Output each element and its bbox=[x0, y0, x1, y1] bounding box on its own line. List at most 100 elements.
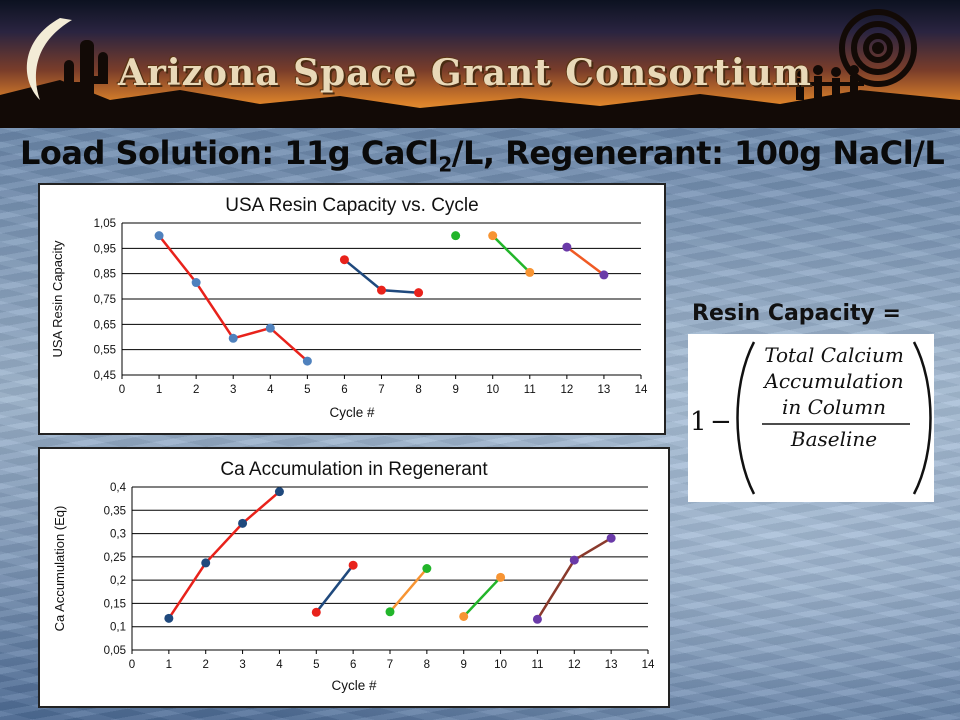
x-tick-label: 14 bbox=[642, 659, 655, 671]
x-tick-label: 10 bbox=[486, 384, 499, 396]
formula-minus: − bbox=[710, 407, 732, 437]
x-tick-label: 6 bbox=[350, 659, 356, 671]
series-line bbox=[493, 236, 530, 273]
formula-numerator-line3: in Column bbox=[782, 395, 886, 419]
x-tick-label: 10 bbox=[494, 659, 507, 671]
chart-title: Ca Accumulation in Regenerant bbox=[220, 459, 488, 480]
series-line bbox=[390, 569, 427, 612]
x-tick-label: 3 bbox=[230, 384, 236, 396]
ca-accumulation-chart: Ca Accumulation in Regenerant 0,05 0,1 0,15… bbox=[38, 447, 670, 708]
y-tick-label: 0,95 bbox=[94, 243, 116, 255]
formula-label: Resin Capacity = bbox=[692, 301, 901, 326]
x-tick-label: 4 bbox=[276, 659, 283, 671]
x-tick-label: 8 bbox=[424, 659, 430, 671]
data-point bbox=[238, 519, 247, 528]
y-tick-label: 0,65 bbox=[94, 319, 116, 331]
x-tick-label: 7 bbox=[378, 384, 384, 396]
y-tick-label: 0,25 bbox=[104, 552, 126, 564]
y-tick-label: 0,2 bbox=[110, 575, 126, 587]
y-axis-label: USA Resin Capacity bbox=[50, 240, 65, 358]
x-tick-label: 7 bbox=[387, 659, 393, 671]
data-point bbox=[451, 231, 460, 240]
x-tick-label: 4 bbox=[267, 384, 274, 396]
data-point bbox=[459, 612, 468, 621]
y-tick-label: 1,05 bbox=[94, 218, 116, 230]
x-tick-label: 2 bbox=[203, 659, 209, 671]
formula-numerator-line2: Accumulation bbox=[762, 369, 903, 393]
data-point bbox=[496, 573, 505, 582]
x-tick-label: 14 bbox=[635, 384, 648, 396]
data-point bbox=[312, 608, 321, 617]
formula-numerator-line1: Total Calcium bbox=[764, 343, 904, 367]
x-tick-label: 8 bbox=[415, 384, 421, 396]
x-tick-label: 13 bbox=[605, 659, 618, 671]
data-point bbox=[599, 270, 608, 279]
resin-capacity-chart: USA Resin Capacity vs. Cycle 0,45 0,55 0,65… bbox=[38, 183, 666, 435]
series-line bbox=[316, 565, 353, 612]
series-line bbox=[567, 247, 604, 275]
x-axis-label: Cycle # bbox=[329, 405, 375, 420]
x-tick-label: 12 bbox=[568, 659, 581, 671]
data-point bbox=[201, 558, 210, 567]
formula-denominator: Baseline bbox=[790, 427, 877, 451]
resin-capacity-chart-svg: USA Resin Capacity vs. Cycle 0,45 0,55 0,65… bbox=[40, 185, 664, 433]
formula-one: 1 bbox=[690, 407, 707, 437]
data-point bbox=[192, 278, 201, 287]
slide-title: Load Solution: 11g CaCl2/L, Regenerant: … bbox=[20, 134, 950, 176]
data-point bbox=[155, 231, 164, 240]
data-point bbox=[377, 286, 386, 295]
y-tick-label: 0,35 bbox=[104, 505, 126, 517]
y-tick-label: 0,15 bbox=[104, 598, 126, 610]
slide-title-part2: /L, Regenerant: 100g NaCl/L bbox=[452, 134, 944, 172]
data-point bbox=[266, 324, 275, 333]
formula-right-paren bbox=[914, 342, 931, 494]
data-point bbox=[164, 614, 173, 623]
y-tick-label: 0,1 bbox=[110, 622, 126, 634]
y-tick-label: 0,4 bbox=[110, 482, 127, 494]
x-tick-label: 11 bbox=[531, 659, 543, 671]
data-point bbox=[349, 561, 358, 570]
x-tick-label: 2 bbox=[193, 384, 199, 396]
formula-box: 1 − Total Calcium Accumulation in Column… bbox=[688, 334, 934, 502]
y-tick-label: 0,55 bbox=[94, 345, 116, 357]
y-tick-label: 0,75 bbox=[94, 294, 116, 306]
data-point bbox=[386, 607, 395, 616]
formula-svg: 1 − Total Calcium Accumulation in Column… bbox=[688, 334, 934, 502]
data-point bbox=[340, 255, 349, 264]
formula-left-paren bbox=[738, 342, 755, 494]
data-point bbox=[570, 556, 579, 565]
data-point bbox=[275, 487, 284, 496]
x-tick-label: 3 bbox=[239, 659, 245, 671]
data-point bbox=[525, 268, 534, 277]
banner-title: Arizona Space Grant Consortium bbox=[118, 52, 812, 94]
x-tick-label: 1 bbox=[166, 659, 172, 671]
slide-title-part1: Load Solution: 11g CaCl bbox=[20, 134, 438, 172]
x-tick-label: 1 bbox=[156, 384, 162, 396]
x-tick-label: 9 bbox=[461, 659, 467, 671]
x-tick-label: 5 bbox=[313, 659, 319, 671]
series-line bbox=[464, 577, 501, 616]
x-tick-label: 0 bbox=[129, 659, 135, 671]
data-point bbox=[562, 243, 571, 252]
x-tick-label: 0 bbox=[119, 384, 125, 396]
data-point bbox=[414, 288, 423, 297]
x-tick-label: 5 bbox=[304, 384, 310, 396]
y-tick-label: 0,05 bbox=[104, 645, 126, 657]
x-tick-label: 11 bbox=[524, 384, 536, 396]
y-tick-label: 0,45 bbox=[94, 370, 116, 382]
data-point bbox=[607, 534, 616, 543]
y-tick-label: 0,3 bbox=[110, 529, 126, 541]
y-tick-label: 0,85 bbox=[94, 269, 116, 281]
chart-title: USA Resin Capacity vs. Cycle bbox=[225, 195, 478, 216]
series-line bbox=[537, 538, 611, 619]
x-tick-label: 9 bbox=[452, 384, 458, 396]
data-point bbox=[488, 231, 497, 240]
slide-title-subscript: 2 bbox=[438, 152, 451, 176]
y-axis-label: Ca Accumulation (Eq) bbox=[52, 506, 67, 632]
x-tick-label: 6 bbox=[341, 384, 347, 396]
data-point bbox=[303, 357, 312, 366]
ca-accumulation-chart-svg: Ca Accumulation in Regenerant 0,05 0,1 0,15… bbox=[40, 449, 668, 706]
x-tick-label: 13 bbox=[598, 384, 611, 396]
data-point bbox=[422, 564, 431, 573]
data-point bbox=[229, 334, 238, 343]
